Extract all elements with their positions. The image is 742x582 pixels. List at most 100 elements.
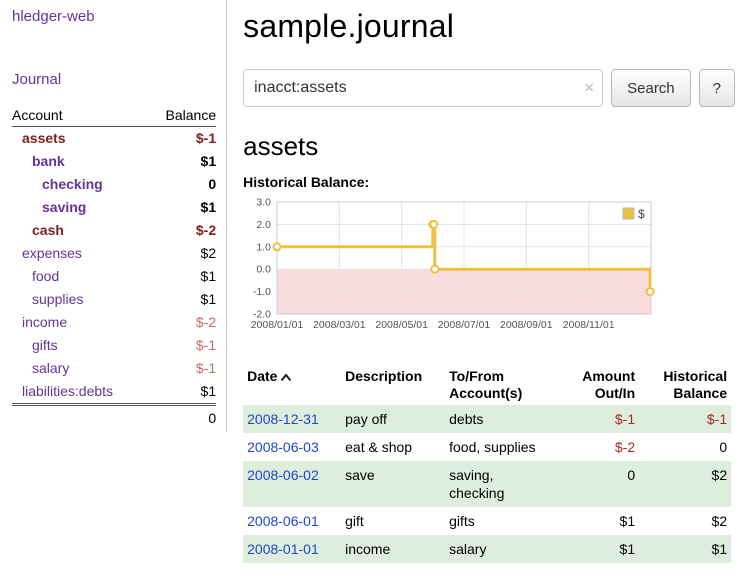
transaction-amount: 0 xyxy=(627,467,636,483)
account-link-cash[interactable]: cash xyxy=(32,222,64,238)
account-link-bank[interactable]: bank xyxy=(32,153,65,169)
account-balance: 0 xyxy=(208,176,217,192)
transaction-description: pay off xyxy=(345,411,387,427)
account-row: food $1 xyxy=(12,265,216,288)
transaction-description: income xyxy=(345,541,391,557)
transaction-accounts: debts xyxy=(449,411,484,427)
accounts-header-account: Account xyxy=(12,104,149,127)
register-header-balance: Historical Balance xyxy=(663,368,728,401)
transaction-balance: $2 xyxy=(711,513,728,529)
register-row: 2008-06-02 save saving, checking 0 $2 xyxy=(243,461,732,507)
account-link-supplies[interactable]: supplies xyxy=(32,291,84,307)
account-balance: $1 xyxy=(200,153,217,169)
svg-text:2008/09/01: 2008/09/01 xyxy=(500,319,553,331)
register-header-row: Date Description To/From Account(s) Amou… xyxy=(243,365,731,405)
register-row: 2008-06-01 gift gifts $1 $2 xyxy=(243,507,731,535)
transaction-date-link[interactable]: 2008-06-03 xyxy=(247,439,319,455)
account-link-salary[interactable]: salary xyxy=(32,360,70,376)
app-title-link[interactable]: hledger-web xyxy=(12,8,95,25)
account-link-food[interactable]: food xyxy=(32,268,60,284)
search-button[interactable]: Search xyxy=(611,69,691,107)
transaction-balance: $2 xyxy=(711,467,728,483)
account-balance: $1 xyxy=(200,199,217,215)
svg-text:2008/03/01: 2008/03/01 xyxy=(313,319,366,331)
account-balance: $1 xyxy=(200,291,217,307)
accounts-total-row: 0 xyxy=(12,403,217,430)
transaction-description: eat & shop xyxy=(345,439,413,455)
sort-ascending-icon xyxy=(281,373,292,382)
account-row: income $-2 xyxy=(12,311,216,334)
account-link-liabilities-debts[interactable]: liabilities:debts xyxy=(22,383,114,399)
account-row: checking 0 xyxy=(12,173,216,196)
account-link-checking[interactable]: checking xyxy=(42,176,103,192)
account-row: cash $-2 xyxy=(12,219,216,242)
help-button[interactable]: ? xyxy=(698,69,735,107)
transaction-amount: $1 xyxy=(619,541,636,557)
register-header-date[interactable]: Date xyxy=(243,365,341,405)
account-row: saving $1 xyxy=(12,196,216,219)
sidebar: hledger-web Journal Account Balance asse… xyxy=(0,0,228,432)
account-balance: $-2 xyxy=(195,222,217,238)
accounts-header-row: Account Balance xyxy=(12,104,217,127)
transaction-amount: $-2 xyxy=(614,439,636,455)
clear-search-icon[interactable]: × xyxy=(584,77,595,97)
transaction-date-cell: 2008-01-01 xyxy=(243,535,341,563)
account-balance: $-1 xyxy=(195,337,217,353)
transaction-date-cell: 2008-06-02 xyxy=(243,461,341,507)
transaction-amount: $-1 xyxy=(614,411,636,427)
register-header-description: Description xyxy=(345,368,423,384)
account-link-assets[interactable]: assets xyxy=(22,130,66,146)
transaction-date-link[interactable]: 2008-06-02 xyxy=(247,467,319,483)
transaction-date-cell: 2008-06-03 xyxy=(243,433,341,461)
account-balance: $-1 xyxy=(195,130,217,146)
account-link-gifts[interactable]: gifts xyxy=(32,337,58,353)
register-row: 2008-06-03 eat & shop food, supplies $-2 0 xyxy=(243,433,731,461)
search-input[interactable] xyxy=(243,69,604,107)
account-row: supplies $1 xyxy=(12,288,216,311)
register-table: Date Description To/From Account(s) Amou… xyxy=(243,365,732,563)
svg-text:-1.0: -1.0 xyxy=(253,286,271,298)
transaction-balance: $1 xyxy=(711,541,728,557)
account-row: salary $-1 xyxy=(12,357,216,380)
account-link-saving[interactable]: saving xyxy=(42,199,87,215)
accounts-header-balance: Balance xyxy=(148,104,217,127)
account-row: liabilities:debts $1 xyxy=(12,380,216,405)
transaction-date-cell: 2008-06-01 xyxy=(243,507,341,535)
transaction-description: save xyxy=(345,467,375,483)
register-row: 2008-12-31 pay off debts $-1 $-1 xyxy=(243,405,732,433)
transaction-balance: $-1 xyxy=(706,411,728,427)
svg-text:2.0: 2.0 xyxy=(257,219,272,231)
transaction-accounts: salary xyxy=(449,541,487,557)
transaction-date-cell: 2008-12-31 xyxy=(243,405,341,433)
account-link-income[interactable]: income xyxy=(22,314,68,330)
main-content: sample.journal × Search ? assets Histori… xyxy=(227,0,742,563)
register-row: 2008-01-01 income salary $1 $1 xyxy=(243,535,732,563)
account-link-expenses[interactable]: expenses xyxy=(22,245,82,261)
account-row: assets $-1 xyxy=(12,127,216,151)
svg-text:2008/01/01: 2008/01/01 xyxy=(251,319,304,331)
transaction-balance: 0 xyxy=(719,439,728,455)
svg-text:-2.0: -2.0 xyxy=(253,309,271,321)
search-field-wrap: × xyxy=(243,69,604,107)
transaction-accounts: food, supplies xyxy=(449,439,536,455)
account-row: bank $1 xyxy=(12,150,216,173)
transaction-date-link[interactable]: 2008-06-01 xyxy=(247,513,319,529)
account-row: gifts $-1 xyxy=(12,334,216,357)
svg-text:2008/11/01: 2008/11/01 xyxy=(563,319,615,331)
svg-text:2008/07/01: 2008/07/01 xyxy=(438,319,491,331)
svg-text:1.0: 1.0 xyxy=(257,241,272,253)
register-header-date-label: Date xyxy=(247,368,278,384)
search-form: × Search ? xyxy=(243,69,735,107)
accounts-total: 0 xyxy=(148,403,217,430)
nav-journal-link[interactable]: Journal xyxy=(12,71,62,88)
transaction-date-link[interactable]: 2008-12-31 xyxy=(247,411,319,427)
chart-heading: Historical Balance: xyxy=(243,174,370,190)
app-layout: hledger-web Journal Account Balance asse… xyxy=(0,0,742,563)
transaction-date-link[interactable]: 2008-01-01 xyxy=(247,541,319,557)
svg-text:2008/05/01: 2008/05/01 xyxy=(376,319,429,331)
account-balance: $-2 xyxy=(195,314,217,330)
account-balance: $1 xyxy=(200,268,217,284)
account-row: expenses $2 xyxy=(12,242,216,265)
account-balance: $1 xyxy=(200,383,217,399)
